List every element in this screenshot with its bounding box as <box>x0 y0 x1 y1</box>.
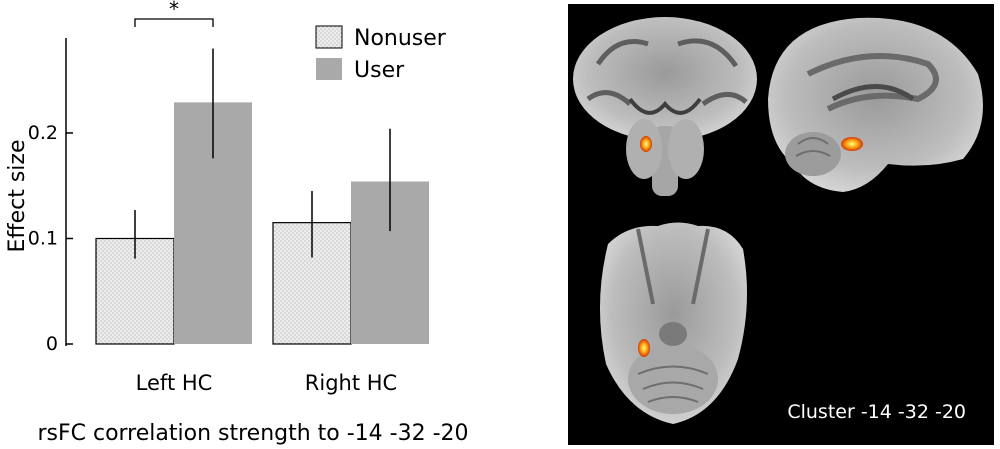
significance-star: * <box>169 0 179 21</box>
x-axis-label: rsFC correlation strength to -14 -32 -20 <box>37 421 468 446</box>
bar-chart: Left HC Right HC 0 0.1 0.2 * Nonuser User Effe… <box>5 0 469 446</box>
brain-image-panel: Cluster -14 -32 -20 <box>568 4 994 445</box>
category-label-right-hc: Right HC <box>305 371 397 395</box>
y-axis-label: Effect size <box>5 140 30 253</box>
category-label-left-hc: Left HC <box>136 371 213 395</box>
legend-swatch-user <box>316 58 342 80</box>
axial-slice <box>599 222 747 424</box>
sagittal-slice <box>768 17 983 192</box>
legend-label-user: User <box>354 58 405 83</box>
legend-label-nonuser: Nonuser <box>354 26 447 51</box>
bar-nonuser-right-hc <box>272 222 352 345</box>
y-tick-label: 0.1 <box>28 227 58 249</box>
brain-slices-image <box>573 17 983 424</box>
y-tick-label: 0 <box>46 333 58 355</box>
cluster-label: Cluster -14 -32 -20 <box>787 401 966 423</box>
significance-bracket <box>134 18 214 27</box>
coronal-slice <box>573 17 757 196</box>
y-tick-label: 0.2 <box>28 122 58 144</box>
legend-swatch-nonuser <box>315 25 343 49</box>
